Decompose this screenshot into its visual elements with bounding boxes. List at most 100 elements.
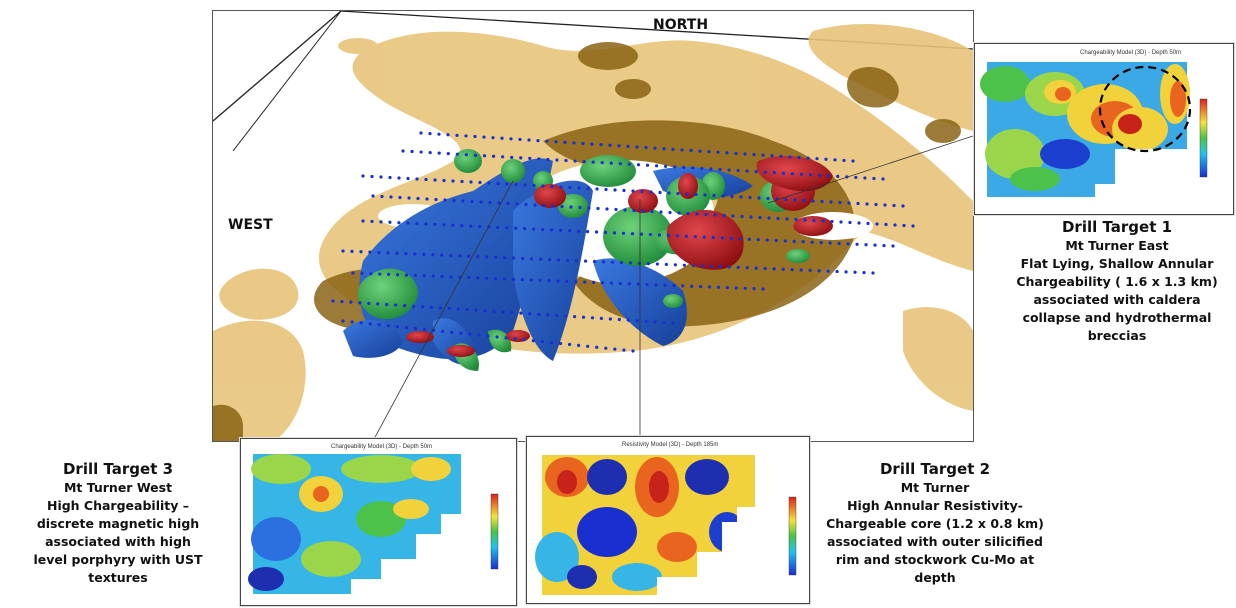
survey-point xyxy=(663,283,667,287)
map-blobs xyxy=(535,457,745,591)
survey-point xyxy=(389,195,393,199)
survey-point xyxy=(734,286,738,290)
survey-point xyxy=(415,177,419,181)
survey-point xyxy=(645,163,650,167)
survey-point xyxy=(465,308,469,312)
survey-point xyxy=(583,259,588,263)
survey-point xyxy=(440,274,444,279)
survey-point xyxy=(349,300,353,304)
survey-point xyxy=(424,222,428,226)
survey-point xyxy=(738,237,742,241)
drill-target-2-line: associated with outer silicified xyxy=(827,534,1043,549)
survey-point xyxy=(404,273,409,277)
survey-point xyxy=(425,197,429,201)
survey-point xyxy=(836,174,840,178)
survey-point xyxy=(501,310,505,314)
survey-point xyxy=(749,215,753,219)
survey-point xyxy=(585,229,590,234)
drill-target-3-caption: Drill Target 3 Mt Turner West High Charg… xyxy=(0,459,236,587)
survey-point xyxy=(743,286,747,290)
survey-point xyxy=(729,236,733,240)
chargeability-map-target1: Chargeability Model (3D) - Depth 50m xyxy=(980,50,1208,197)
survey-point xyxy=(808,268,812,272)
survey-point xyxy=(567,342,572,347)
survey-point xyxy=(491,136,495,140)
survey-point xyxy=(523,183,527,187)
survey-point xyxy=(730,194,734,199)
survey-point xyxy=(711,235,715,240)
drill-target-2-line: rim and stockwork Cu-Mo at xyxy=(835,552,1035,567)
survey-point xyxy=(613,188,617,192)
survey-point xyxy=(884,222,888,227)
survey-point xyxy=(406,176,410,181)
survey-point xyxy=(635,319,639,323)
survey-point xyxy=(485,276,489,280)
survey-point xyxy=(659,210,663,214)
survey-point xyxy=(369,272,373,276)
chargeability-slice-target1: Chargeability Model (3D) - Depth 50m xyxy=(974,43,1234,215)
survey-point xyxy=(456,307,460,311)
survey-point xyxy=(459,331,463,335)
survey-point xyxy=(748,195,752,200)
survey-point xyxy=(658,190,662,195)
survey-point xyxy=(514,182,518,187)
survey-point xyxy=(794,217,798,222)
survey-point xyxy=(704,212,708,217)
survey-point xyxy=(532,183,536,188)
survey-point xyxy=(812,218,816,223)
survey-point xyxy=(636,163,641,167)
survey-point xyxy=(546,313,550,317)
survey-point xyxy=(482,154,487,158)
survey-point xyxy=(379,220,383,224)
survey-point xyxy=(541,227,545,232)
west-label: WEST xyxy=(228,217,273,233)
survey-point xyxy=(410,149,414,154)
survey-point xyxy=(718,167,722,172)
survey-point xyxy=(397,221,401,225)
survey-point xyxy=(630,232,635,236)
survey-point xyxy=(766,196,770,201)
survey-point xyxy=(458,254,462,258)
survey-point xyxy=(428,131,432,136)
survey-point xyxy=(709,167,713,171)
survey-point xyxy=(833,158,837,162)
survey-point xyxy=(587,206,591,210)
survey-point xyxy=(514,226,518,230)
survey-point xyxy=(901,204,905,208)
survey-point xyxy=(682,165,686,169)
survey-point xyxy=(891,244,895,248)
survey-point xyxy=(470,199,474,204)
survey-point xyxy=(385,302,389,307)
survey-point xyxy=(437,132,441,136)
survey-point xyxy=(754,266,758,270)
survey-point xyxy=(522,338,526,342)
survey-point xyxy=(826,269,830,273)
survey-point xyxy=(518,137,522,142)
survey-point xyxy=(731,214,735,218)
survey-point xyxy=(799,172,804,176)
drill-target-1-line: collapse and hydrothermal xyxy=(1022,310,1212,325)
survey-point xyxy=(830,219,834,224)
survey-point xyxy=(668,210,672,215)
survey-point xyxy=(691,263,695,268)
survey-point xyxy=(685,192,689,196)
survey-point xyxy=(550,228,554,232)
survey-point xyxy=(765,238,769,242)
survey-point xyxy=(650,209,654,214)
survey-point xyxy=(824,157,828,161)
survey-point xyxy=(446,133,450,137)
survey-point xyxy=(601,260,606,264)
survey-point xyxy=(747,237,751,241)
survey-lines xyxy=(331,131,915,353)
survey-point xyxy=(568,185,572,190)
survey-point xyxy=(556,279,560,283)
survey-point xyxy=(902,223,906,228)
survey-point xyxy=(413,273,417,278)
survey-point xyxy=(428,150,432,155)
survey-point xyxy=(515,202,519,206)
survey-point xyxy=(483,309,487,313)
survey-point xyxy=(447,306,451,311)
survey-point xyxy=(838,200,842,205)
drill-target-1-caption: Drill Target 1 Mt Turner East Flat Lying… xyxy=(1000,217,1234,345)
leader-line-target1 xyxy=(767,135,973,204)
